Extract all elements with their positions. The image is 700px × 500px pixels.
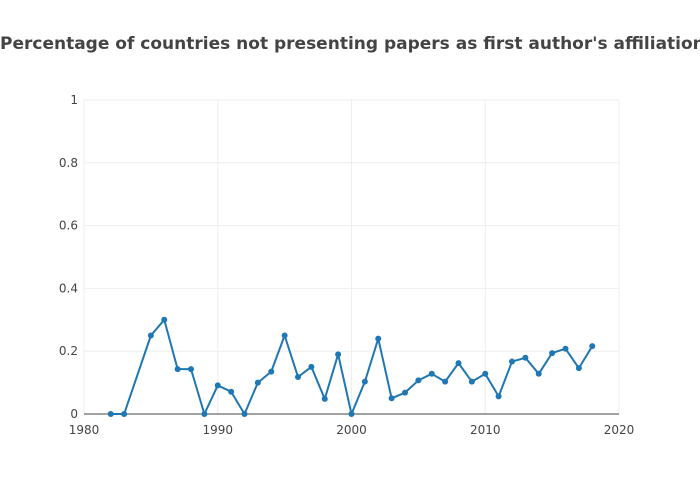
data-point <box>174 366 181 373</box>
data-point <box>268 368 275 375</box>
data-point <box>388 395 395 402</box>
data-point <box>455 360 462 367</box>
data-point <box>522 354 529 361</box>
data-point <box>575 365 582 372</box>
data-point <box>228 388 235 395</box>
x-tick-label: 2010 <box>470 423 501 437</box>
y-tick-label: 1 <box>70 93 78 107</box>
y-tick-label: 0.2 <box>59 344 78 358</box>
chart-title: Percentage of countries not presenting p… <box>0 34 700 54</box>
y-tick-label: 0.8 <box>59 156 78 170</box>
data-point <box>468 378 475 385</box>
data-point <box>241 411 248 417</box>
axes: 1980 1990 2000 2010 2020 0 0.2 0.4 0.6 0.8 1 <box>59 93 634 437</box>
data-point <box>348 411 355 417</box>
series-points <box>107 316 596 417</box>
grid <box>83 99 620 414</box>
data-point <box>281 332 288 339</box>
data-point <box>562 345 569 352</box>
data-point <box>335 351 342 358</box>
data-point <box>161 316 168 323</box>
data-point <box>254 379 261 386</box>
data-point <box>375 335 382 342</box>
data-point <box>121 411 128 417</box>
x-tick-label: 2000 <box>336 423 367 437</box>
x-tick-label: 1990 <box>202 423 233 437</box>
data-point <box>214 382 221 389</box>
data-point <box>509 358 515 365</box>
data-point <box>107 411 114 417</box>
data-point <box>147 332 154 339</box>
x-tick-label: 2020 <box>604 423 635 437</box>
data-point <box>442 378 449 385</box>
data-point <box>428 370 435 377</box>
data-point <box>188 366 194 373</box>
y-tick-label: 0.6 <box>59 219 78 233</box>
data-point <box>589 343 596 350</box>
data-point <box>402 389 408 396</box>
data-point <box>295 373 301 380</box>
data-point <box>549 350 556 357</box>
data-point <box>201 411 208 417</box>
data-point <box>495 393 502 400</box>
data-point <box>321 395 328 402</box>
x-tick-label: 1980 <box>69 423 100 437</box>
data-point <box>415 377 422 384</box>
y-tick-label: 0 <box>70 407 78 421</box>
data-point <box>308 363 315 370</box>
data-point <box>361 378 368 385</box>
data-point <box>535 370 542 377</box>
y-tick-label: 0.4 <box>59 281 78 295</box>
data-point <box>482 370 489 377</box>
